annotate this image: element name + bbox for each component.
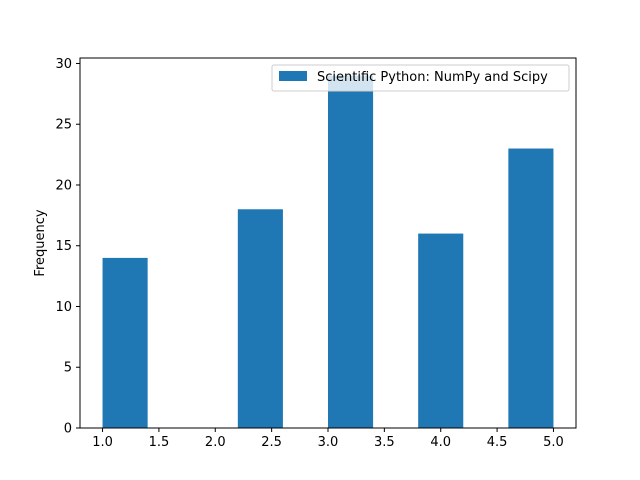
bar-7 <box>418 233 464 428</box>
x-tick-label: 2.5 <box>261 435 282 450</box>
x-axis-ticks: 1.0 1.5 2.0 2.5 3.0 3.5 4.0 4.5 5.0 <box>92 428 564 450</box>
y-tick-label: 0 <box>64 422 72 437</box>
y-tick-label: 25 <box>55 118 72 133</box>
x-tick-label: 2.0 <box>205 435 226 450</box>
legend-label: Scientific Python: NumPy and Scipy <box>317 70 548 85</box>
x-tick-label: 4.5 <box>487 435 508 450</box>
x-tick-label: 1.0 <box>92 435 113 450</box>
y-tick-label: 10 <box>55 300 72 315</box>
bar-5 <box>328 75 374 429</box>
y-tick-label: 15 <box>55 239 72 254</box>
legend-box <box>271 64 570 92</box>
y-tick-label: 20 <box>55 178 72 193</box>
x-tick-label: 3.0 <box>318 435 339 450</box>
x-tick-label: 3.5 <box>374 435 395 450</box>
axes-frame <box>79 57 577 429</box>
x-tick-label: 4.0 <box>430 435 451 450</box>
x-tick-label: 5.0 <box>543 435 564 450</box>
bar-9 <box>508 148 554 428</box>
y-tick-label: 5 <box>64 361 72 376</box>
y-axis-label: Frequency <box>33 209 48 276</box>
y-tick-label: 30 <box>55 57 72 72</box>
legend: Scientific Python: NumPy and Scipy <box>271 64 570 92</box>
bar-0 <box>102 257 148 428</box>
x-tick-label: 1.5 <box>149 435 170 450</box>
bar-3 <box>237 209 283 428</box>
bar-group <box>102 75 554 429</box>
legend-swatch <box>279 71 307 81</box>
y-axis-ticks: 0 5 10 15 20 25 30 <box>55 57 80 437</box>
